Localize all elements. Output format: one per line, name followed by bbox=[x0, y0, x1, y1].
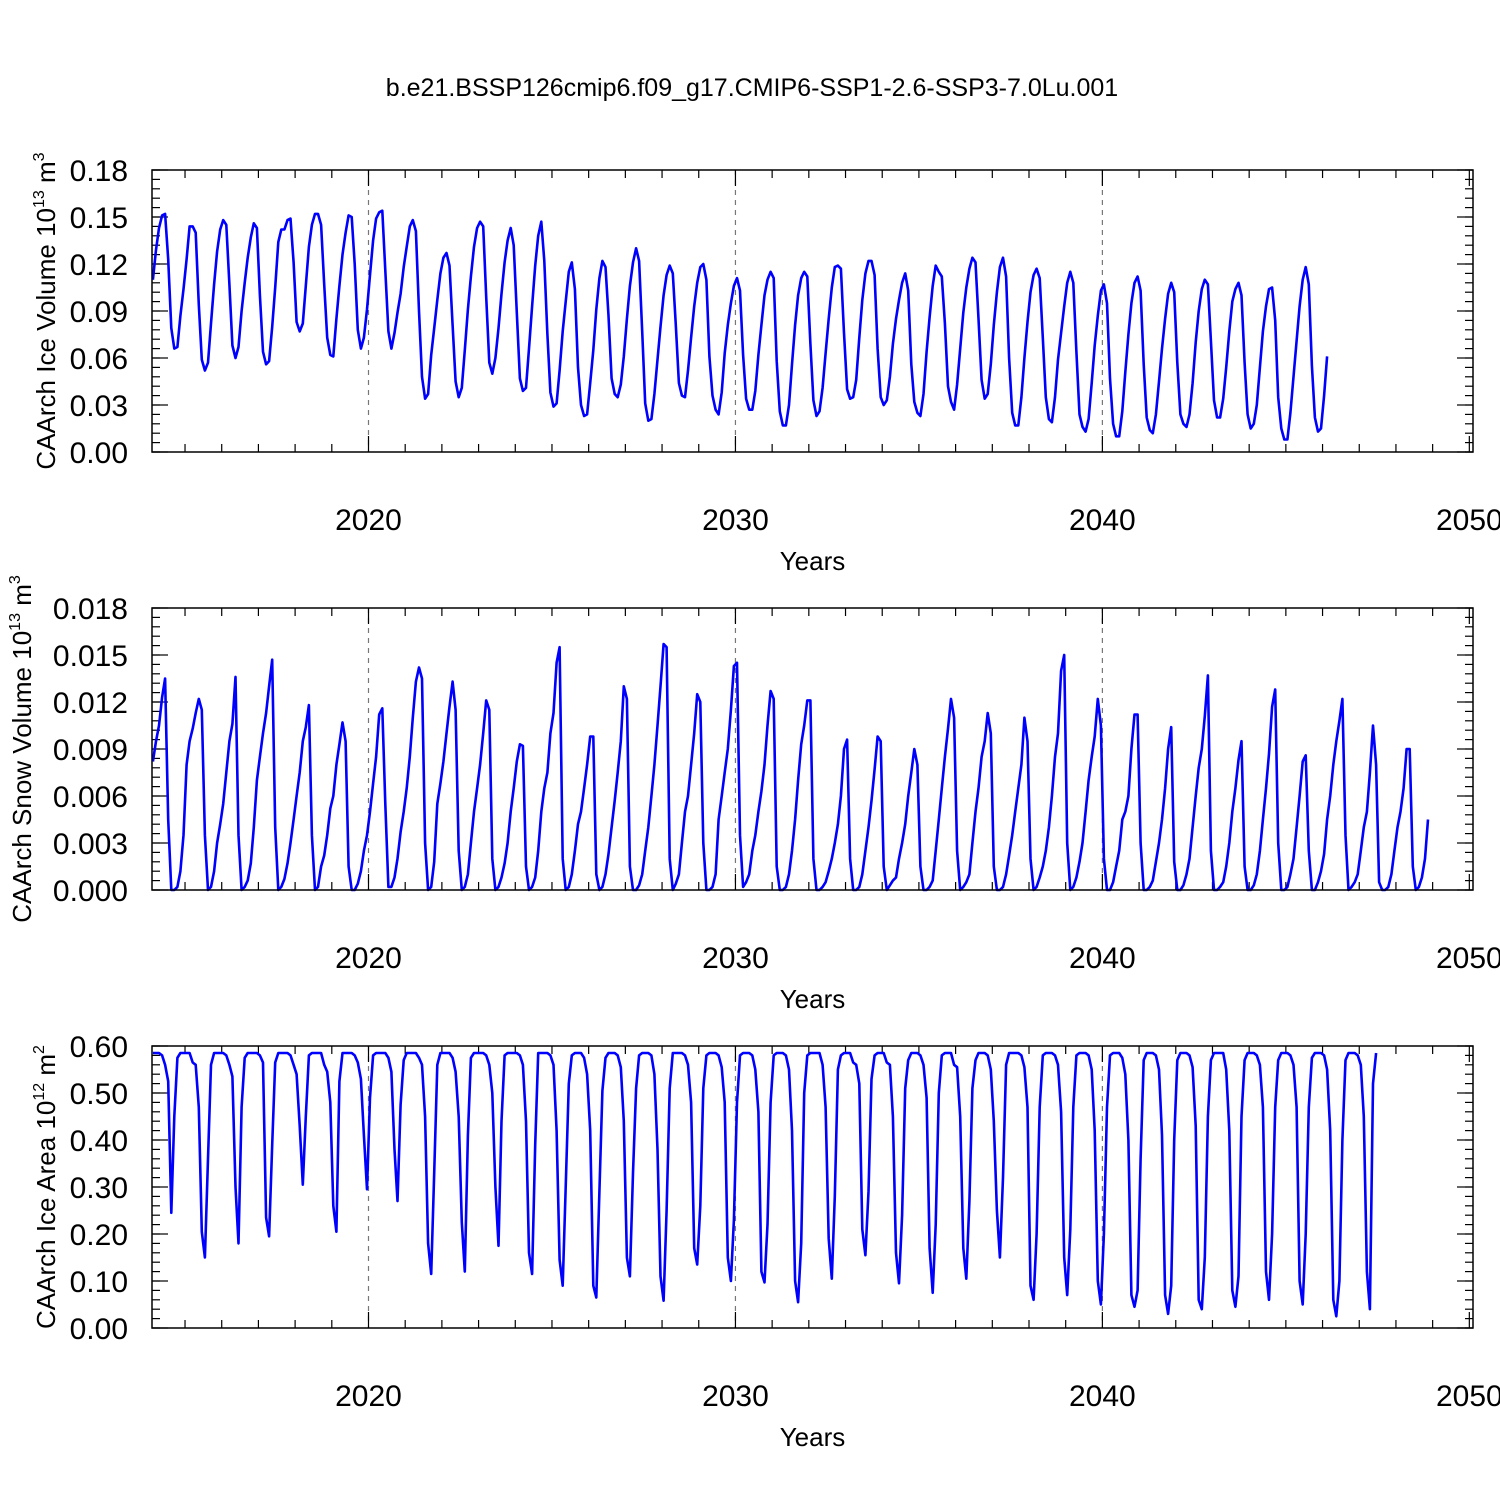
x-axis-title: Years bbox=[780, 1422, 846, 1452]
plot-frame bbox=[151, 1045, 1474, 1329]
y-tick-label: 0.15 bbox=[70, 202, 128, 235]
y-tick-label: 0.012 bbox=[53, 687, 128, 720]
x-tick-label: 2050 bbox=[1436, 1380, 1500, 1413]
y-tick-label: 0.006 bbox=[53, 781, 128, 814]
y-tick-label: 0.12 bbox=[70, 249, 128, 282]
y-tick-label: 0.009 bbox=[53, 734, 128, 767]
panel-snow-volume: 0.000 0.003 0.006 0.009 0.012 0.015 0.018 2020 2… bbox=[7, 575, 1500, 1014]
y-axis-title: CAArch Ice Area 1012 m2 bbox=[31, 1045, 61, 1329]
x-tick-label: 2040 bbox=[1069, 942, 1136, 975]
series-line-ice-area bbox=[152, 1051, 1378, 1318]
y-tick-label: 0.09 bbox=[70, 296, 128, 329]
panel-ice-area: 0.00 0.10 0.20 0.30 0.40 0.50 0.60 2020 2030 2040… bbox=[31, 1031, 1500, 1452]
x-tick-label: 2020 bbox=[335, 504, 402, 537]
figure-title: b.e21.BSSP126cmip6.f09_g17.CMIP6-SSP1-2.… bbox=[386, 74, 1118, 102]
plot-frame bbox=[151, 169, 1474, 453]
y-tick-label: 0.20 bbox=[70, 1219, 128, 1252]
y-tick-label: 0.00 bbox=[70, 1313, 128, 1346]
x-axis-title: Years bbox=[780, 984, 846, 1014]
y-tick-label: 0.03 bbox=[70, 390, 128, 423]
series-line-snow-volume bbox=[151, 642, 1430, 892]
panel-ice-volume: 0.00 0.03 0.06 0.09 0.12 0.15 0.18 2020 2030 2040… bbox=[31, 152, 1500, 576]
y-tick-label: 0.30 bbox=[70, 1172, 128, 1205]
y-tick-label: 0.018 bbox=[53, 593, 128, 626]
y-axis-title: CAArch Ice Volume 1013 m3 bbox=[31, 152, 61, 469]
x-tick-label: 2020 bbox=[335, 942, 402, 975]
y-tick-label: 0.40 bbox=[70, 1125, 128, 1158]
y-tick-label: 0.00 bbox=[70, 437, 128, 470]
y-tick-label: 0.18 bbox=[70, 155, 128, 188]
x-tick-label: 2040 bbox=[1069, 1380, 1136, 1413]
y-tick-label: 0.60 bbox=[70, 1031, 128, 1064]
y-tick-label: 0.10 bbox=[70, 1266, 128, 1299]
y-tick-label: 0.003 bbox=[53, 828, 128, 861]
series-line-ice-volume bbox=[151, 209, 1329, 441]
y-tick-label: 0.000 bbox=[53, 875, 128, 908]
y-axis-title: CAArch Snow Volume 1013 m3 bbox=[7, 575, 37, 923]
y-tick-label: 0.50 bbox=[70, 1078, 128, 1111]
panels: 0.00 0.03 0.06 0.09 0.12 0.15 0.18 2020 2030 2040… bbox=[7, 152, 1500, 1452]
x-tick-label: 2020 bbox=[335, 1380, 402, 1413]
x-tick-label: 2050 bbox=[1436, 504, 1500, 537]
x-tick-label: 2040 bbox=[1069, 504, 1136, 537]
x-tick-label: 2030 bbox=[702, 942, 769, 975]
x-tick-label: 2050 bbox=[1436, 942, 1500, 975]
plot-frame bbox=[151, 607, 1474, 891]
y-tick-label: 0.015 bbox=[53, 640, 128, 673]
y-tick-label: 0.06 bbox=[70, 343, 128, 376]
x-axis-title: Years bbox=[780, 546, 846, 576]
x-tick-label: 2030 bbox=[702, 1380, 769, 1413]
x-tick-label: 2030 bbox=[702, 504, 769, 537]
